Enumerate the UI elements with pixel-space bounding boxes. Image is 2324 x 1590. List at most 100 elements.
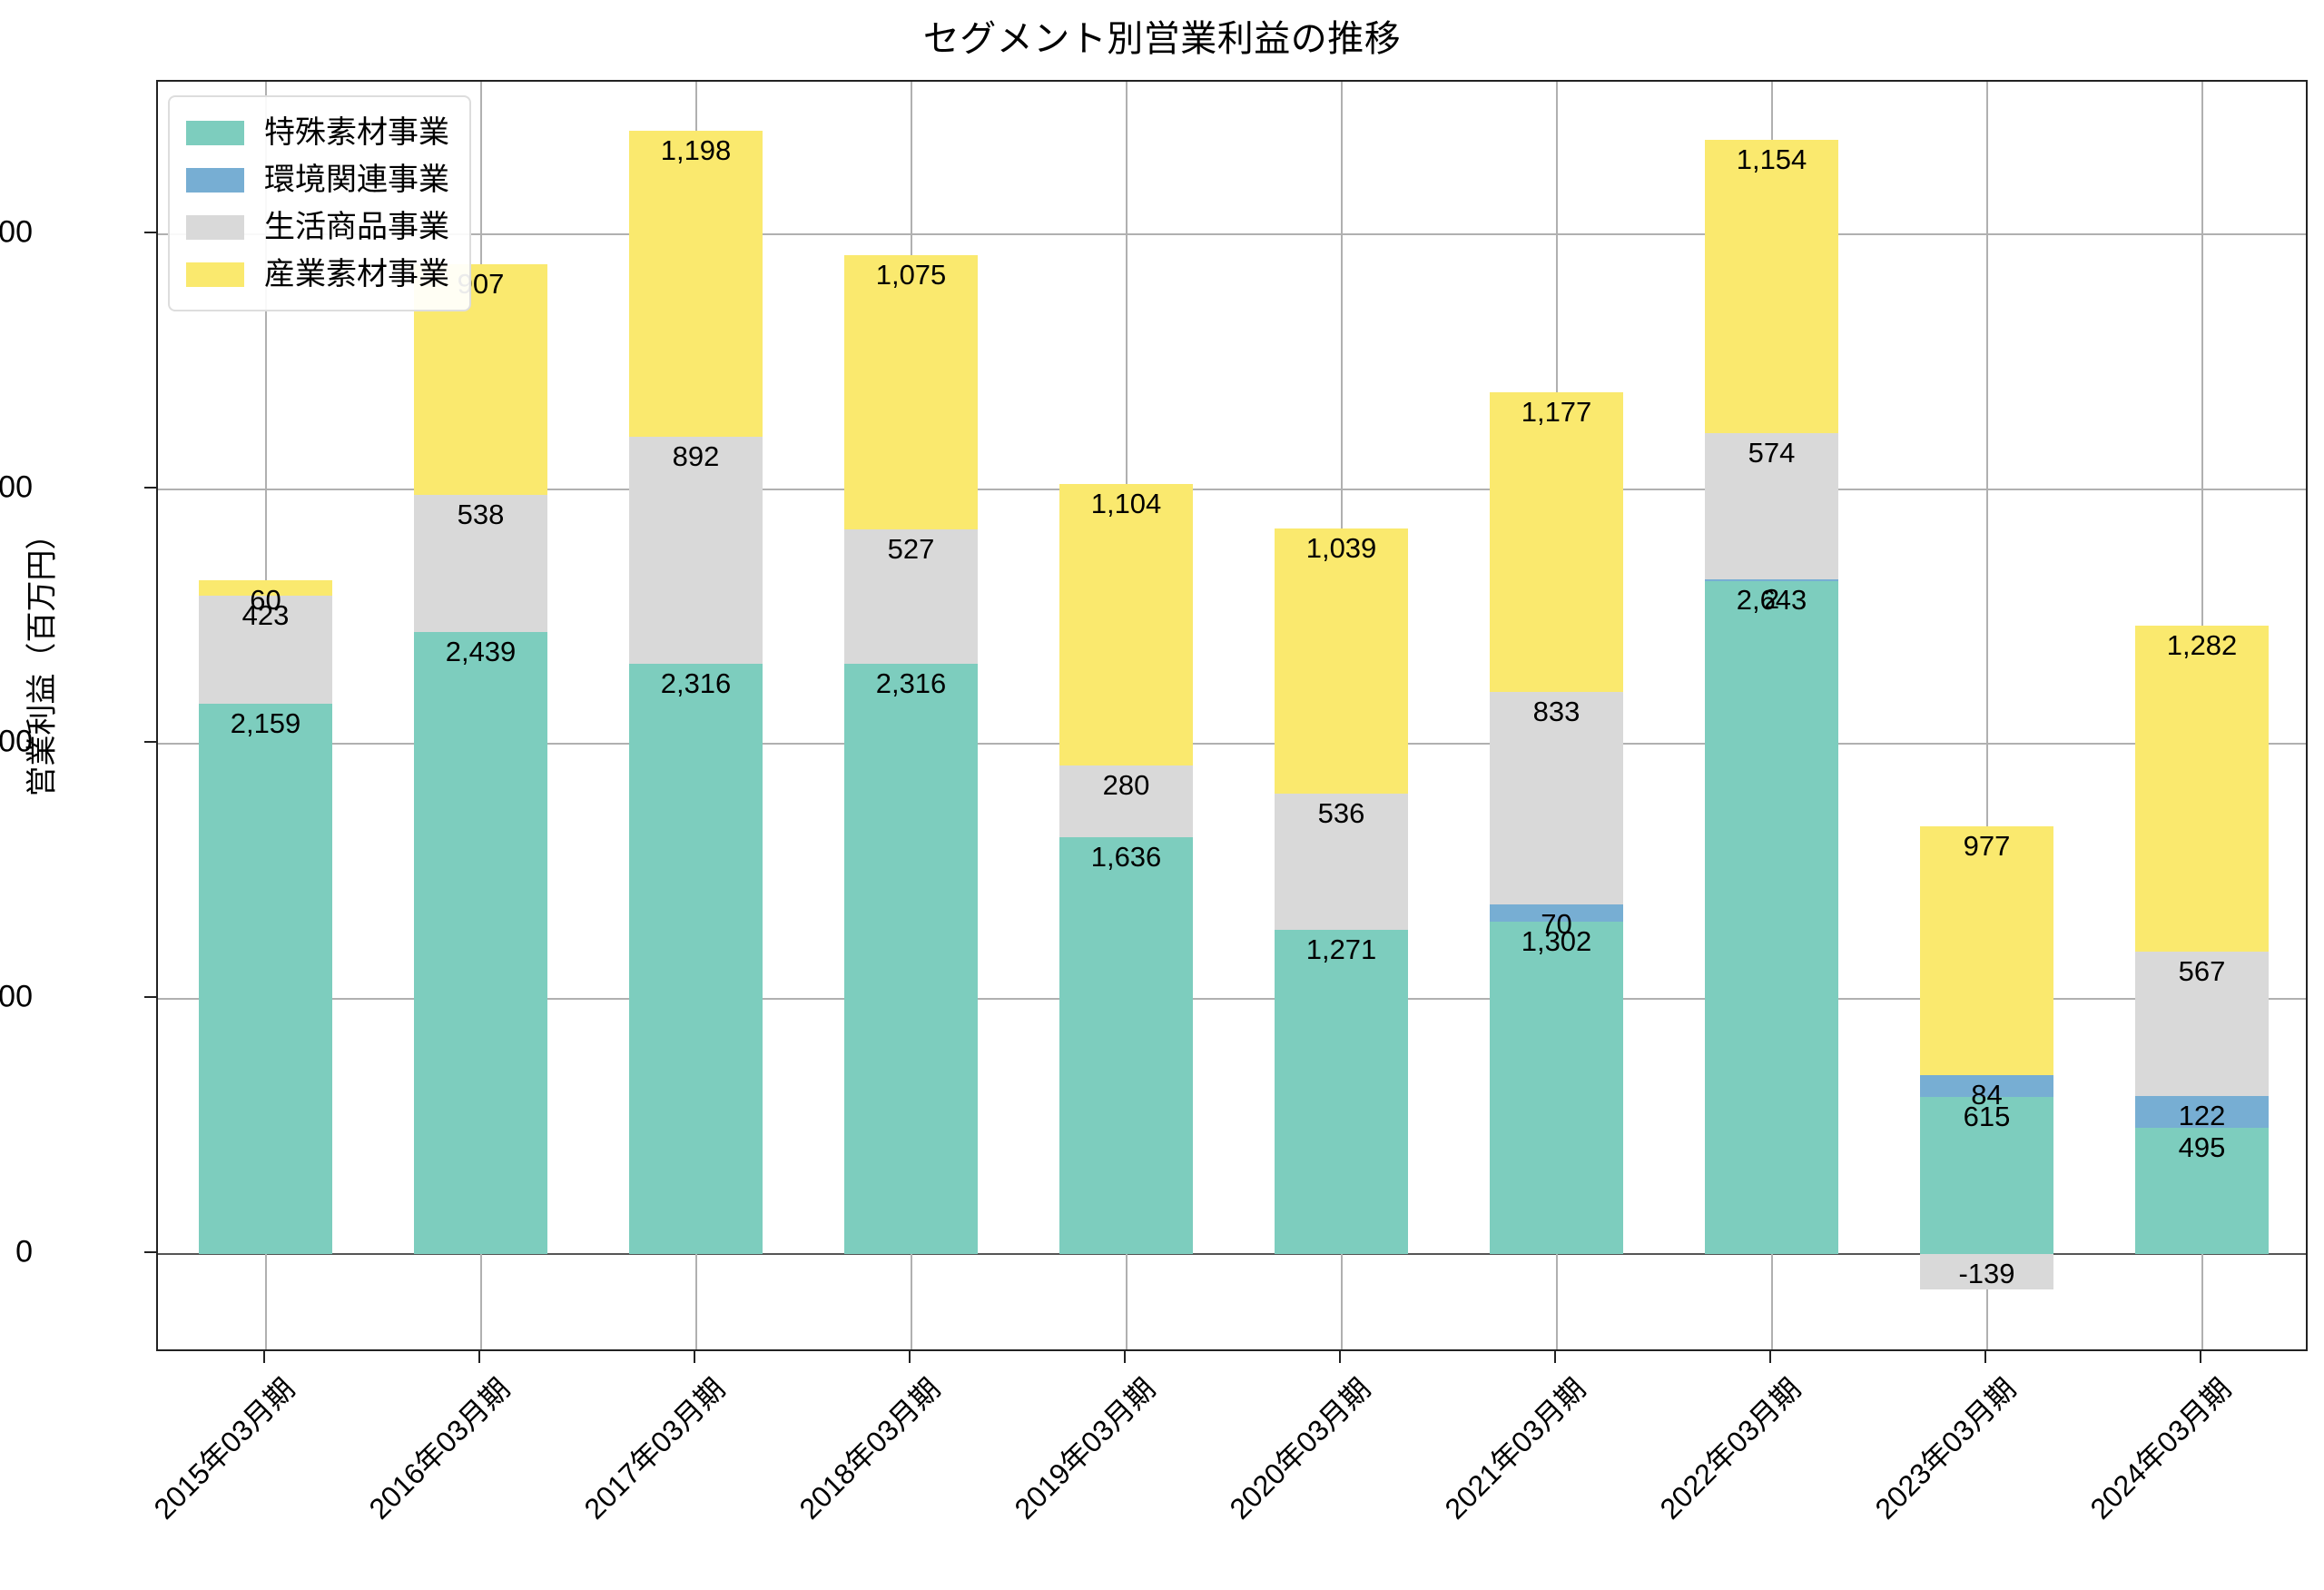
bar-segment[interactable] bbox=[1705, 579, 1838, 581]
x-axis-tick-mark bbox=[693, 1351, 695, 1363]
bar-segment[interactable] bbox=[629, 436, 763, 664]
bar-value-label: 538 bbox=[457, 499, 505, 531]
bar-segment[interactable] bbox=[1059, 836, 1193, 1254]
plot-area: 2,159 423 60 2,439 538 907 2,316 892 1,198 2,316 5… bbox=[156, 80, 2308, 1351]
bar-segment[interactable] bbox=[629, 131, 763, 437]
legend-swatch bbox=[186, 214, 244, 240]
x-axis-tick-label: 2024年03月期 bbox=[2083, 1371, 2237, 1526]
chart-figure: セグメント別営業利益の推移 営業利益（百万円） 0 1,000 2,000 3,000… bbox=[0, 19, 2308, 1526]
y-axis-tick-mark bbox=[144, 996, 156, 999]
x-axis-tick-label: 2017年03月期 bbox=[577, 1371, 731, 1526]
bar-value-label: 495 bbox=[2178, 1131, 2226, 1163]
gridline-horizontal bbox=[158, 998, 2306, 1001]
bar-value-label: 1,177 bbox=[1521, 395, 1592, 428]
x-axis-tick-mark bbox=[1768, 1351, 1771, 1363]
bar-segment[interactable] bbox=[199, 580, 332, 597]
legend-label: 生活商品事業 bbox=[264, 210, 449, 244]
bar-value-label: 1,075 bbox=[875, 259, 947, 291]
x-axis-tick-label: 2018年03月期 bbox=[793, 1371, 946, 1526]
bar-value-label: 1,198 bbox=[660, 134, 732, 167]
legend-label: 産業素材事業 bbox=[264, 257, 449, 291]
bar-segment[interactable] bbox=[1920, 1253, 2053, 1289]
bar-segment[interactable] bbox=[844, 255, 978, 529]
bar-value-label: 1,282 bbox=[2166, 628, 2238, 661]
bar-segment[interactable] bbox=[1490, 691, 1623, 904]
bar-segment[interactable] bbox=[2135, 1096, 2269, 1128]
bar-value-label: 892 bbox=[672, 439, 720, 472]
x-axis-tick-mark bbox=[2199, 1351, 2201, 1363]
y-axis-tick-mark bbox=[144, 741, 156, 744]
x-axis-tick-mark bbox=[262, 1351, 265, 1363]
x-axis-tick-mark bbox=[1338, 1351, 1341, 1363]
bar-segment[interactable] bbox=[1920, 826, 2053, 1076]
y-axis-tick-label: 3,000 bbox=[0, 469, 33, 505]
y-axis-tick-mark bbox=[144, 232, 156, 234]
bar-segment[interactable] bbox=[2135, 952, 2269, 1097]
bar-value-label: 1,154 bbox=[1736, 143, 1807, 175]
y-axis-tick-label: 0 bbox=[15, 1234, 33, 1269]
bar-segment[interactable] bbox=[199, 703, 332, 1254]
y-axis-tick-mark bbox=[144, 486, 156, 489]
bar-value-label: 280 bbox=[1102, 769, 1150, 802]
bar-segment[interactable] bbox=[1275, 528, 1408, 794]
bar-segment[interactable] bbox=[1705, 139, 1838, 434]
zero-line bbox=[158, 1252, 2306, 1255]
legend-label: 環境関連事業 bbox=[264, 163, 449, 197]
bar-segment[interactable] bbox=[414, 495, 547, 633]
gridline-vertical bbox=[1985, 82, 1988, 1349]
legend-swatch bbox=[186, 167, 244, 193]
bar-segment[interactable] bbox=[1490, 904, 1623, 923]
bar-value-label: 1,104 bbox=[1090, 488, 1162, 520]
bar-segment[interactable] bbox=[199, 596, 332, 704]
bar-segment[interactable] bbox=[2135, 1127, 2269, 1254]
bar-segment[interactable] bbox=[1275, 929, 1408, 1254]
bar-segment[interactable] bbox=[844, 663, 978, 1254]
bar-value-label: 536 bbox=[1317, 796, 1365, 829]
bar-segment[interactable] bbox=[1059, 484, 1193, 766]
x-axis-tick-label: 2016年03月期 bbox=[362, 1371, 516, 1526]
x-axis-tick-label: 2021年03月期 bbox=[1438, 1371, 1591, 1526]
bar-segment[interactable] bbox=[1490, 922, 1623, 1254]
legend-item[interactable]: 生活商品事業 bbox=[186, 203, 449, 251]
gridline-horizontal bbox=[158, 233, 2306, 236]
bar-segment[interactable] bbox=[1920, 1075, 2053, 1098]
bar-segment[interactable] bbox=[1059, 765, 1193, 837]
legend-item[interactable]: 産業素材事業 bbox=[186, 251, 449, 298]
x-axis-tick-mark bbox=[1984, 1351, 1986, 1363]
bar-segment[interactable] bbox=[1490, 391, 1623, 692]
x-axis-tick-label: 2020年03月期 bbox=[1223, 1371, 1376, 1526]
bar-value-label: 574 bbox=[1748, 437, 1796, 469]
bar-segment[interactable] bbox=[1705, 433, 1838, 580]
bar-value-label: 423 bbox=[241, 599, 290, 632]
bar-value-label: 1,039 bbox=[1305, 532, 1377, 565]
legend-swatch bbox=[186, 262, 244, 287]
gridline-horizontal bbox=[158, 488, 2306, 490]
bar-value-label: 833 bbox=[1532, 695, 1581, 727]
y-axis-tick-mark bbox=[144, 1250, 156, 1253]
legend-item[interactable]: 環境関連事業 bbox=[186, 156, 449, 203]
bar-value-label: 2,316 bbox=[875, 667, 947, 699]
x-axis-tick-mark bbox=[908, 1351, 911, 1363]
bar-segment[interactable] bbox=[1920, 1097, 2053, 1254]
bar-value-label: 1,302 bbox=[1521, 925, 1592, 958]
legend-item[interactable]: 特殊素材事業 bbox=[186, 109, 449, 156]
legend: 特殊素材事業 環境関連事業 生活商品事業 産業素材事業 bbox=[168, 95, 471, 311]
bar-segment[interactable] bbox=[1275, 793, 1408, 930]
bar-value-label: 84 bbox=[1971, 1079, 2003, 1111]
bar-value-label: 527 bbox=[887, 532, 935, 565]
legend-swatch bbox=[186, 120, 244, 145]
bar-segment[interactable] bbox=[1705, 580, 1838, 1254]
bar-segment[interactable] bbox=[414, 632, 547, 1254]
x-axis-tick-label: 2019年03月期 bbox=[1008, 1371, 1161, 1526]
bar-segment[interactable] bbox=[629, 663, 763, 1254]
x-axis-tick-mark bbox=[1553, 1351, 1556, 1363]
x-axis-tick-label: 2015年03月期 bbox=[147, 1371, 300, 1526]
x-axis-tick-mark bbox=[478, 1351, 480, 1363]
bar-value-label: 2,159 bbox=[230, 706, 301, 739]
gridline-horizontal bbox=[158, 743, 2306, 746]
legend-label: 特殊素材事業 bbox=[264, 115, 449, 150]
bar-value-label: 977 bbox=[1963, 830, 2011, 863]
bar-segment[interactable] bbox=[844, 528, 978, 664]
bar-segment[interactable] bbox=[2135, 625, 2269, 953]
bar-value-label: 615 bbox=[1963, 1101, 2011, 1133]
